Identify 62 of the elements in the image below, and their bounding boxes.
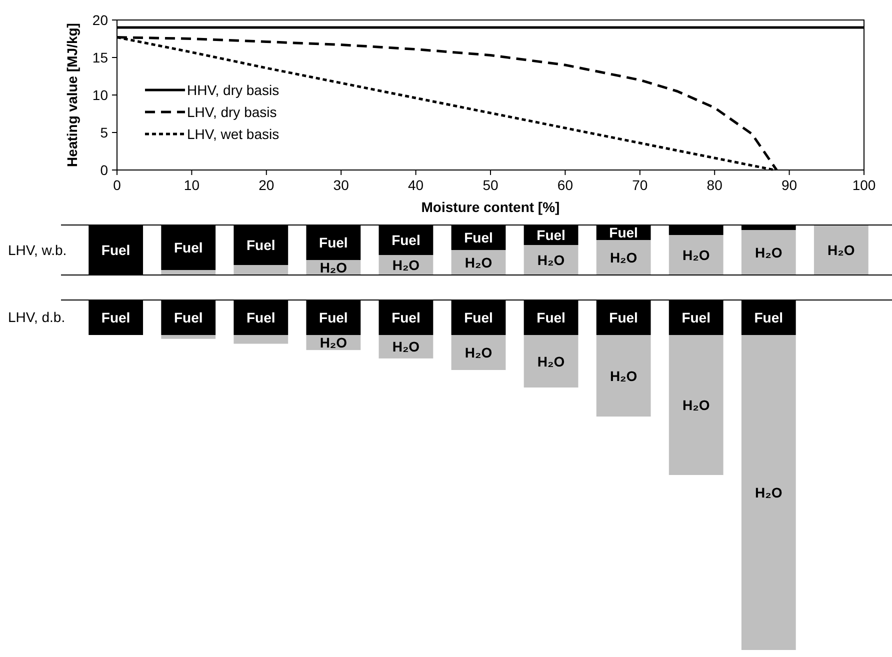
x-tick-label: 10 xyxy=(184,177,200,193)
x-tick-label: 20 xyxy=(258,177,274,193)
bar xyxy=(161,270,216,275)
text: Fuel xyxy=(754,310,784,326)
x-tick-label: 100 xyxy=(852,177,876,193)
text: H₂O xyxy=(828,242,855,258)
x-tick-label: 0 xyxy=(113,177,122,193)
text: Fuel xyxy=(319,310,348,326)
series-label: Fuel xyxy=(609,224,638,240)
series-label: Fuel xyxy=(101,310,130,326)
text: Fuel xyxy=(174,310,203,326)
bar xyxy=(814,225,868,275)
x-tick-label: 40 xyxy=(408,177,424,193)
bar xyxy=(668,235,724,275)
text: Fuel xyxy=(464,230,493,246)
y-tick-label: 0 xyxy=(100,162,108,178)
text: Fuel xyxy=(392,232,420,248)
text: H₂O xyxy=(682,247,710,263)
x-tick-label: 30 xyxy=(333,177,350,193)
x-tick-label: 90 xyxy=(782,177,798,193)
x-tick-label: 60 xyxy=(557,177,574,193)
y-tick-label: 10 xyxy=(92,87,108,103)
y-axis-title: LHV, w.b. xyxy=(8,242,67,258)
text: Fuel xyxy=(392,310,420,326)
text: H₂O xyxy=(682,397,710,413)
series-label: H₂O xyxy=(320,334,348,351)
y-tick-label: 5 xyxy=(100,124,108,140)
legend-label: HHV, dry basis xyxy=(187,82,280,98)
text: Fuel xyxy=(319,234,348,250)
x-tick-label: 70 xyxy=(632,177,648,193)
text: Fuel xyxy=(682,310,710,326)
text: Fuel xyxy=(609,310,638,326)
legend-label: LHV, dry basis xyxy=(187,104,277,120)
legend-label: LHV, wet basis xyxy=(187,126,280,142)
y-tick-label: 20 xyxy=(92,12,108,28)
text: H₂O xyxy=(537,353,565,370)
bar xyxy=(741,230,796,275)
text: Fuel xyxy=(464,310,493,326)
x-tick-label: 80 xyxy=(706,177,723,193)
bar xyxy=(596,240,651,275)
text: Fuel xyxy=(246,237,276,253)
text: Fuel xyxy=(174,240,203,256)
text: Fuel xyxy=(101,242,130,258)
text: H₂O xyxy=(610,368,638,384)
text: Fuel xyxy=(246,310,276,326)
text: H₂O xyxy=(464,344,492,360)
y-tick-label: 15 xyxy=(92,50,108,66)
bar xyxy=(234,265,288,275)
series-label: H₂O xyxy=(320,260,348,276)
text: H₂O xyxy=(610,250,638,266)
text: Fuel xyxy=(536,310,566,326)
text: H₂O xyxy=(464,254,492,270)
x-tick-label: 50 xyxy=(482,177,498,193)
text: H₂O xyxy=(755,484,782,500)
text: H₂O xyxy=(537,252,565,268)
y-axis-title: Heating value [MJ/kg] xyxy=(64,23,80,167)
y-axis-title: LHV, d.b. xyxy=(8,309,66,325)
text: H₂O xyxy=(392,257,420,273)
x-axis-title: Moisture content [%] xyxy=(421,199,560,215)
text: H₂O xyxy=(755,244,782,260)
text: Fuel xyxy=(536,227,566,243)
text: H₂O xyxy=(392,338,420,355)
